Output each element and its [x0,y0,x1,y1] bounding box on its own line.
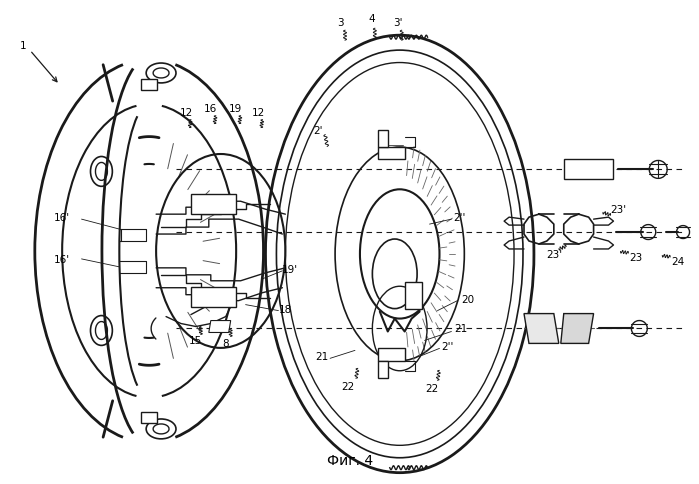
Text: 16': 16' [54,212,70,223]
Text: 23: 23 [630,252,643,262]
Polygon shape [378,147,405,160]
Text: 2': 2' [313,125,323,136]
Text: 16: 16 [204,104,217,114]
Polygon shape [564,160,614,180]
Text: 3: 3 [337,18,343,28]
Text: 21: 21 [315,351,329,362]
Text: 12: 12 [180,107,192,118]
Polygon shape [191,287,236,307]
Text: 15: 15 [189,336,203,346]
Text: 24: 24 [672,257,685,266]
Polygon shape [378,130,388,147]
Polygon shape [561,314,593,344]
Text: 2'': 2'' [441,342,454,352]
Text: 23': 23' [610,205,626,215]
Text: 16': 16' [54,255,70,264]
Polygon shape [378,362,388,378]
Polygon shape [405,282,421,309]
Text: 23': 23' [546,249,562,259]
Text: Фиг. 4: Фиг. 4 [327,453,373,467]
Polygon shape [524,314,559,344]
Polygon shape [191,195,236,215]
Text: 21: 21 [455,324,468,334]
Text: 4: 4 [368,14,375,24]
Text: 8: 8 [222,339,229,348]
Text: 22: 22 [341,381,354,392]
Polygon shape [141,80,157,91]
Text: 19: 19 [229,104,243,114]
Text: 2'': 2'' [453,212,466,223]
Text: 3': 3' [393,18,403,28]
Text: 12: 12 [252,107,265,118]
Text: 19': 19' [282,264,298,274]
Polygon shape [141,412,157,423]
Text: 18: 18 [279,304,292,314]
Text: 20: 20 [461,294,474,304]
Text: 22: 22 [425,383,438,393]
Text: 1: 1 [20,41,27,51]
Polygon shape [209,321,231,333]
Polygon shape [378,348,405,362]
